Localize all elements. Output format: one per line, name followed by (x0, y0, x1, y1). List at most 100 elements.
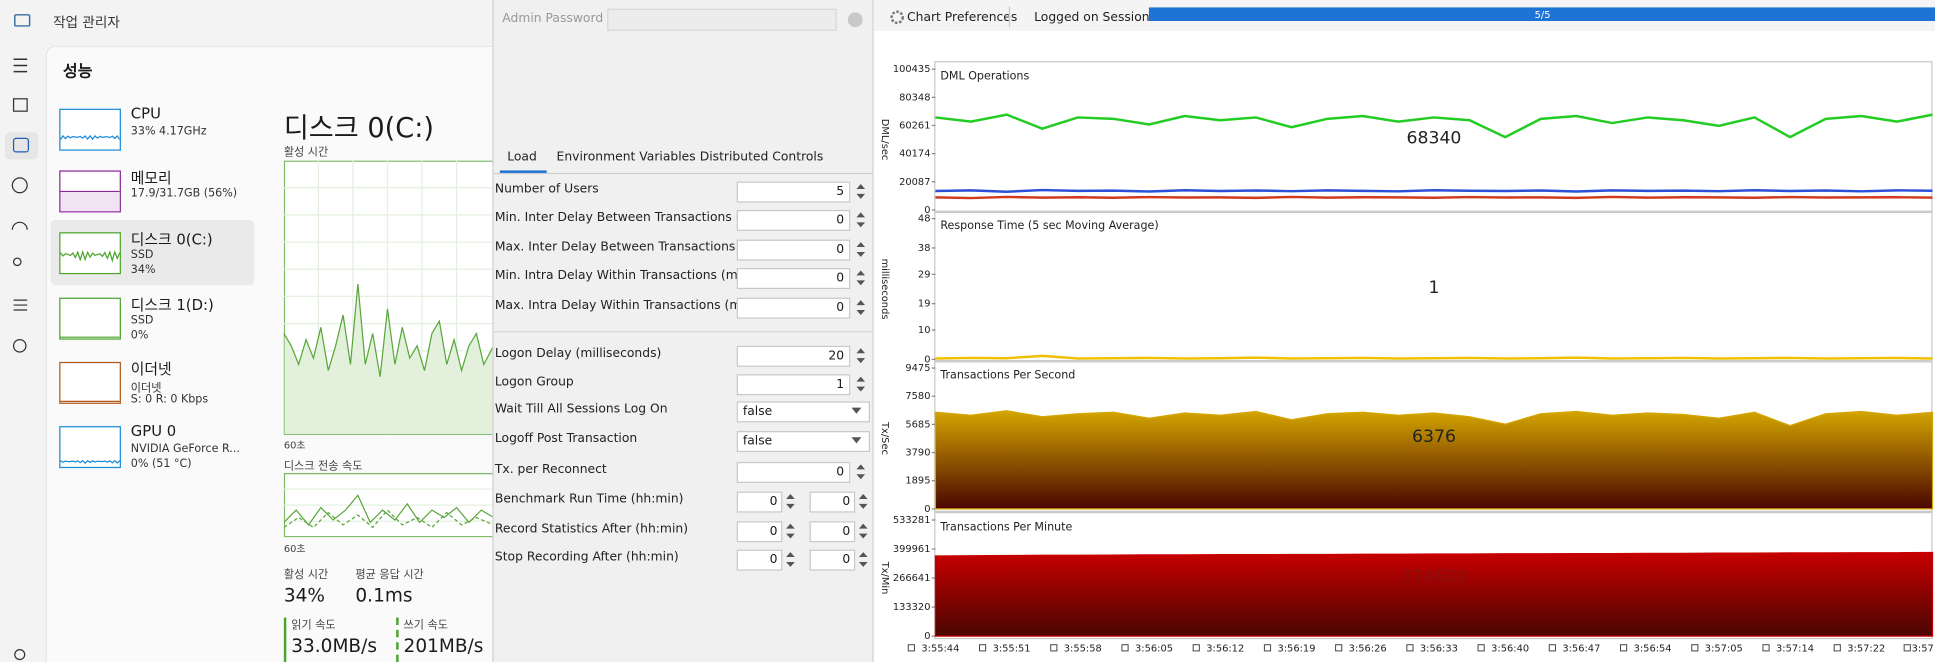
sessions-label: Logged on Sessions (1034, 10, 1156, 24)
spinner-arrows[interactable] (856, 550, 870, 570)
users-icon[interactable] (12, 257, 22, 267)
number-input[interactable]: 5 (736, 181, 851, 203)
spinner-arrows[interactable] (854, 210, 868, 230)
device-name[interactable]: CPU (130, 104, 161, 123)
spinner-arrows[interactable] (854, 240, 868, 260)
tab[interactable]: Environment Variables (556, 150, 696, 165)
field-label: Tx. per Reconnect (494, 463, 607, 477)
spinner[interactable] (856, 550, 870, 570)
stat-value: 33.0MB/s (291, 634, 378, 658)
number-input[interactable]: 1 (736, 374, 851, 396)
number-input[interactable]: 0 (736, 239, 851, 261)
history-icon[interactable] (11, 177, 28, 194)
field-label: Logoff Post Transaction (494, 432, 638, 446)
chart-preferences[interactable]: Chart Preferences (907, 10, 1017, 24)
device-name[interactable]: GPU 0 (130, 422, 177, 440)
device-name[interactable]: 디스크 1(D:) (130, 296, 214, 314)
device-thumbnail[interactable] (59, 232, 121, 275)
time-input[interactable]: 0 (736, 491, 783, 513)
spinner[interactable] (784, 550, 798, 570)
x-tick-label: 3:56:47 (1562, 643, 1600, 654)
time-input[interactable]: 0 (736, 521, 783, 543)
time-input[interactable]: 0 (809, 491, 856, 513)
device-thumbnail[interactable] (59, 170, 121, 213)
device-thumbnail[interactable] (59, 297, 121, 340)
dropdown-arrow (851, 437, 862, 444)
tab[interactable]: Load (507, 150, 537, 165)
details-icon[interactable] (13, 299, 28, 311)
number-input[interactable]: 0 (736, 209, 851, 231)
stat-label: 읽기 속도 (291, 620, 336, 633)
x-tick-icon (1762, 644, 1770, 652)
x-tick-icon (1548, 644, 1556, 652)
spinner[interactable] (854, 240, 868, 260)
spinner[interactable] (854, 346, 868, 366)
gear-icon[interactable] (890, 10, 904, 25)
number-input[interactable]: 0 (736, 461, 851, 483)
y-tick-label: 5685 (905, 419, 930, 430)
admin-password-input[interactable] (607, 8, 837, 31)
spinner[interactable] (854, 210, 868, 230)
device-detail: 33% 4.17GHz (130, 125, 207, 139)
menu-icon[interactable] (13, 58, 28, 73)
performance-icon[interactable] (12, 137, 30, 153)
spinner-arrows[interactable] (784, 521, 798, 541)
time-input[interactable]: 0 (736, 549, 783, 571)
startup-icon[interactable] (11, 221, 28, 230)
spinner[interactable] (856, 521, 870, 541)
device-detail: 34% (130, 264, 156, 277)
spinner-arrows[interactable] (854, 462, 868, 482)
thumbnail-line (60, 459, 121, 465)
spinner[interactable] (854, 374, 868, 394)
spinner[interactable] (854, 268, 868, 288)
device-detail: SSD (130, 314, 154, 328)
spinner[interactable] (856, 492, 870, 512)
spinner-arrows[interactable] (854, 346, 868, 366)
spinner-arrows[interactable] (784, 492, 798, 512)
x-tick-icon (1833, 644, 1841, 652)
number-input[interactable]: 20 (736, 345, 851, 367)
arrows (786, 523, 795, 539)
device-thumbnail[interactable] (59, 108, 121, 151)
spinner[interactable] (784, 521, 798, 541)
stat-value: 34% (283, 584, 325, 607)
spinner[interactable] (854, 182, 868, 202)
settings-icon[interactable] (14, 649, 26, 661)
y-tick-label: 80348 (899, 92, 930, 103)
chart-title: DML Operations (940, 70, 1029, 83)
spinner[interactable] (784, 492, 798, 512)
device-thumbnail[interactable] (59, 361, 121, 404)
number-input[interactable]: 0 (736, 297, 851, 319)
y-tick-label: 3790 (905, 448, 930, 459)
time-input[interactable]: 0 (809, 549, 856, 571)
device-thumbnail[interactable] (59, 426, 121, 469)
spinner-arrows[interactable] (854, 298, 868, 318)
tab[interactable]: Distributed Controls (699, 150, 824, 165)
device-name[interactable]: 디스크 0(C:) (130, 230, 213, 249)
services-icon[interactable] (12, 339, 27, 353)
spinner-arrows[interactable] (856, 521, 870, 541)
processes-icon[interactable] (12, 98, 28, 112)
spinner-arrows[interactable] (856, 492, 870, 512)
device-name[interactable]: 메모리 (130, 169, 172, 187)
dropdown-arrow (851, 407, 862, 414)
thumbnail-line (59, 249, 121, 263)
device-name[interactable]: 이더넷 (130, 360, 172, 378)
spinner-arrows[interactable] (854, 182, 868, 202)
dropdown[interactable]: false (736, 401, 871, 423)
device-detail: SSD (130, 249, 154, 262)
field-label: Benchmark Run Time (hh:min) (494, 492, 684, 507)
clear-button[interactable] (847, 12, 863, 28)
number-input[interactable]: 0 (736, 268, 851, 290)
spinner[interactable] (854, 298, 868, 318)
x-tick-icon (1121, 644, 1129, 652)
arrows (786, 494, 795, 509)
spinner-arrows[interactable] (854, 374, 868, 394)
spinner[interactable] (854, 462, 868, 482)
dropdown[interactable]: false (736, 431, 871, 453)
spinner-arrows[interactable] (784, 550, 798, 570)
chart-title: Response Time (5 sec Moving Average) (940, 219, 1158, 232)
time-input[interactable]: 0 (809, 521, 856, 543)
spinner-arrows[interactable] (854, 268, 868, 288)
